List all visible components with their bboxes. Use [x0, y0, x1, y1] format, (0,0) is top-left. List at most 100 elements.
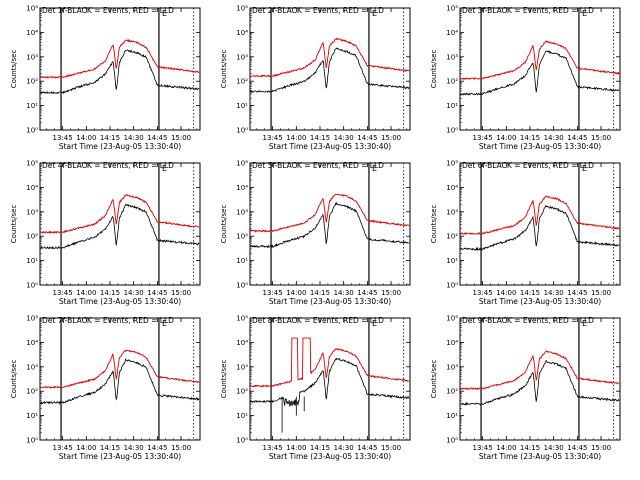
x-tick-label: 14:45: [147, 134, 167, 142]
y-tick-label: 10¹: [26, 412, 38, 420]
x-axis-label: Start Time (23-Aug-05 13:30:40): [269, 142, 391, 151]
flag-label: E: [162, 9, 167, 18]
x-axis-label: Start Time (23-Aug-05 13:30:40): [479, 142, 601, 151]
x-tick-label: 14:00: [496, 444, 516, 452]
plot-frame: [249, 317, 411, 441]
series-lld: [460, 350, 620, 391]
flag-label: E: [582, 319, 587, 328]
y-tick-label: 10³: [26, 208, 38, 216]
series-lld: [460, 40, 620, 81]
y-tick-label: 10⁰: [236, 437, 248, 445]
flag-label: E: [372, 9, 377, 18]
y-tick-label: 10⁵: [26, 5, 38, 13]
x-tick-label: 14:45: [567, 289, 587, 297]
panel-det-4: Det 4f-BLACK = Events, RED = LLD 10⁰ 10¹ 10…: [10, 160, 201, 306]
y-tick-label: 10⁴: [446, 339, 458, 347]
x-tick-label: 15:00: [381, 134, 401, 142]
y-tick-label: 10²: [446, 233, 458, 241]
x-tick-label: 13:45: [263, 289, 283, 297]
x-tick-label: 14:15: [310, 444, 330, 452]
x-tick-label: 13:45: [263, 134, 283, 142]
x-tick-label: 15:00: [171, 134, 191, 142]
y-axis-label: Counts/sec: [10, 205, 18, 244]
x-tick-label: 13:45: [473, 289, 493, 297]
x-tick-label: 14:00: [76, 444, 96, 452]
x-axis-label: Start Time (23-Aug-05 13:30:40): [269, 297, 391, 306]
series-lld: [250, 337, 410, 388]
y-tick-label: 10⁴: [236, 339, 248, 347]
panel-det-2: Det 2f-BLACK = Events, RED = LLD 10⁰ 10¹ 10…: [220, 5, 411, 151]
series-events: [40, 358, 200, 406]
x-tick-label: 14:30: [124, 289, 144, 297]
y-tick-label: 10¹: [446, 102, 458, 110]
y-axis-label: Counts/sec: [220, 205, 228, 244]
x-tick-label: 14:00: [76, 134, 96, 142]
x-tick-label: 15:00: [381, 289, 401, 297]
x-tick-label: 14:30: [334, 289, 354, 297]
x-tick-label: 14:00: [286, 444, 306, 452]
x-axis-label: Start Time (23-Aug-05 13:30:40): [59, 452, 181, 461]
flag-label: E: [582, 164, 587, 173]
y-tick-label: 10⁵: [446, 5, 458, 13]
y-tick-label: 10⁴: [26, 184, 38, 192]
x-axis-label: Start Time (23-Aug-05 13:30:40): [479, 452, 601, 461]
flag-label: E: [582, 9, 587, 18]
y-tick-label: 10⁴: [236, 184, 248, 192]
y-tick-label: 10²: [26, 78, 38, 86]
plot-frame: [459, 162, 621, 286]
x-tick-label: 14:45: [147, 289, 167, 297]
x-tick-label: 14:15: [520, 134, 540, 142]
y-tick-label: 10³: [236, 208, 248, 216]
y-tick-label: 10³: [446, 208, 458, 216]
x-tick-label: 14:45: [357, 289, 377, 297]
x-tick-label: 14:00: [76, 289, 96, 297]
x-tick-label: 14:30: [124, 444, 144, 452]
x-tick-label: 13:45: [263, 444, 283, 452]
x-tick-label: 14:15: [310, 289, 330, 297]
x-tick-label: 14:30: [544, 444, 564, 452]
y-tick-label: 10³: [236, 53, 248, 61]
y-axis-label: Counts/sec: [430, 360, 438, 399]
plot-frame: [459, 7, 621, 131]
series-events: [460, 50, 620, 96]
panel-det-9: Det 9f-BLACK = Events, RED = LLD 10⁰ 10¹ 10…: [430, 315, 621, 461]
x-tick-label: 14:15: [520, 444, 540, 452]
series-lld: [250, 193, 410, 233]
series-lld: [40, 38, 200, 79]
y-tick-label: 10⁴: [446, 29, 458, 37]
x-tick-label: 14:30: [124, 134, 144, 142]
x-tick-label: 15:00: [591, 134, 611, 142]
y-tick-label: 10²: [26, 233, 38, 241]
y-tick-label: 10⁰: [236, 127, 248, 135]
x-tick-label: 13:45: [53, 289, 73, 297]
y-tick-label: 10⁵: [236, 160, 248, 168]
y-tick-label: 10¹: [26, 257, 38, 265]
x-tick-label: 14:30: [334, 134, 354, 142]
series-lld: [460, 195, 620, 236]
series-events: [250, 47, 410, 94]
plot-frame: [39, 317, 201, 441]
x-tick-label: 15:00: [591, 444, 611, 452]
y-tick-label: 10⁵: [446, 315, 458, 323]
x-tick-label: 14:30: [544, 289, 564, 297]
y-tick-label: 10²: [446, 78, 458, 86]
panel-det-1: Det 1f-BLACK = Events, RED = LLD 10⁰ 10¹ 10…: [10, 5, 201, 151]
y-tick-label: 10⁰: [26, 437, 38, 445]
panel-det-6: Det 6f-BLACK = Events, RED = LLD 10⁰ 10¹ 10…: [430, 160, 621, 306]
y-tick-label: 10¹: [236, 102, 248, 110]
panel-title: Det 7f-BLACK = Events, RED = LLD: [42, 316, 174, 325]
y-tick-label: 10⁴: [446, 184, 458, 192]
x-tick-label: 14:15: [520, 289, 540, 297]
x-tick-label: 15:00: [381, 444, 401, 452]
x-tick-label: 14:15: [100, 289, 120, 297]
x-axis-label: Start Time (23-Aug-05 13:30:40): [59, 297, 181, 306]
series-lld: [250, 37, 410, 78]
y-tick-label: 10²: [446, 388, 458, 396]
y-tick-label: 10⁴: [26, 29, 38, 37]
x-tick-label: 14:30: [334, 444, 354, 452]
y-tick-label: 10³: [26, 363, 38, 371]
series-events: [460, 205, 620, 252]
y-axis-label: Counts/sec: [430, 50, 438, 89]
y-tick-label: 10⁴: [26, 339, 38, 347]
x-tick-label: 15:00: [171, 444, 191, 452]
